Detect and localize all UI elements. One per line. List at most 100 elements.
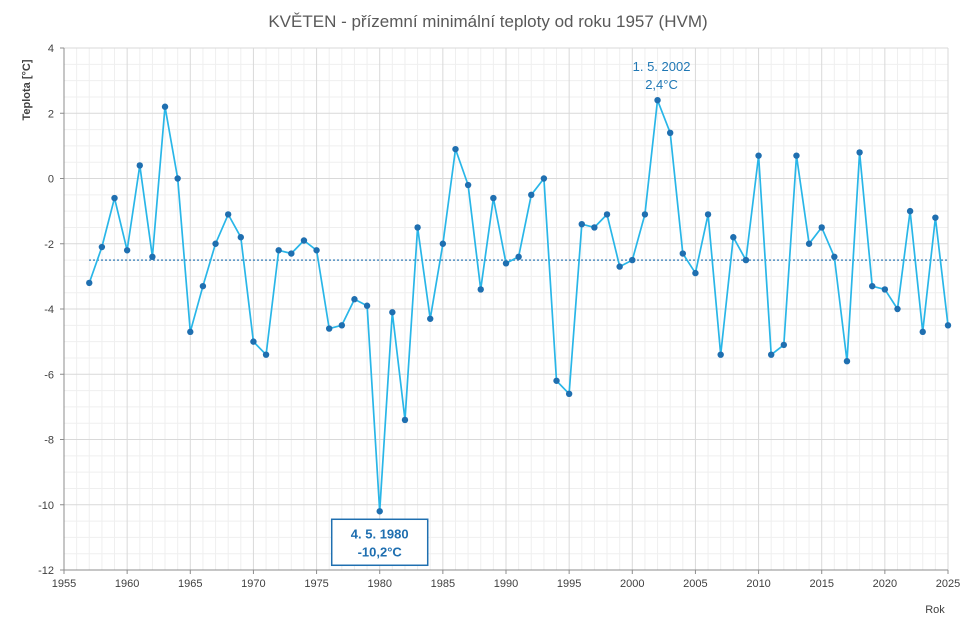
data-point (540, 175, 548, 182)
x-tick-label: 1995 (557, 578, 581, 590)
data-point (717, 351, 724, 358)
data-point (414, 224, 421, 231)
data-point (616, 263, 623, 270)
data-point (212, 240, 219, 247)
data-point (300, 237, 308, 244)
x-tick-label: 2000 (620, 578, 644, 590)
data-point (692, 269, 699, 277)
data-point (932, 214, 939, 221)
data-point (363, 302, 371, 309)
y-tick-label: -12 (38, 565, 54, 577)
data-point (591, 224, 598, 231)
data-point (224, 211, 232, 218)
data-point (237, 234, 244, 241)
x-tick-label: 1960 (115, 578, 139, 590)
data-point (742, 256, 750, 264)
data-point (894, 305, 901, 313)
data-point (262, 351, 270, 358)
y-tick-label: 4 (48, 43, 54, 55)
data-point (944, 322, 952, 329)
x-tick-label: 1985 (431, 578, 455, 590)
x-tick-label: 1980 (367, 578, 391, 590)
data-point (136, 162, 143, 169)
data-point (793, 152, 800, 159)
min-annotation-date: 4. 5. 1980 (351, 526, 409, 541)
data-point (187, 328, 194, 336)
data-point (831, 253, 838, 260)
data-point (427, 315, 434, 322)
data-point (654, 97, 661, 104)
data-point (869, 282, 876, 290)
data-point (86, 279, 93, 287)
data-point (856, 149, 863, 156)
data-point (123, 247, 131, 254)
y-tick-label: -2 (44, 239, 54, 251)
data-point (818, 224, 825, 231)
annotations: 1. 5. 2002 2,4°C 4. 5. 1980 -10,2°C (330, 59, 691, 567)
y-tick-label: -8 (44, 435, 54, 447)
data-point (326, 325, 333, 332)
data-point (439, 240, 447, 247)
min-annotation-value: -10,2°C (358, 544, 403, 559)
data-point (477, 286, 484, 293)
min-annotation-box (330, 518, 429, 567)
x-tick-label: 2015 (809, 578, 833, 590)
data-point (515, 253, 522, 260)
x-axis-label: Rok (925, 604, 945, 616)
y-tick-label: 2 (48, 108, 54, 120)
data-point (881, 286, 889, 293)
x-tick-label: 2025 (936, 578, 960, 590)
data-point (528, 191, 535, 199)
x-tick-label: 1955 (52, 578, 76, 590)
data-point (149, 253, 156, 260)
data-point (843, 358, 851, 365)
x-tick-label: 1965 (178, 578, 202, 590)
data-point (174, 175, 181, 182)
max-annotation-date: 1. 5. 2002 (633, 59, 691, 74)
data-point (780, 341, 788, 349)
x-tick-label: 2005 (683, 578, 707, 590)
y-tick-label: -6 (44, 369, 54, 381)
data-point (679, 250, 686, 257)
data-point (502, 260, 510, 267)
data-point (376, 508, 383, 515)
data-point (98, 243, 106, 251)
y-tick-label: -10 (38, 500, 54, 512)
chart-title: KVĚTEN - přízemní minimální teploty od r… (268, 12, 707, 31)
data-point (199, 282, 207, 290)
data-point (704, 211, 712, 218)
data-point (351, 296, 358, 303)
y-axis-label: Teplota [°C] (21, 59, 33, 120)
data-point (603, 211, 611, 218)
max-annotation-value: 2,4°C (645, 77, 678, 92)
x-tick-label: 2010 (746, 578, 770, 590)
data-point (553, 377, 560, 384)
data-point (578, 220, 585, 228)
x-tick-label: 1990 (494, 578, 518, 590)
data-point (464, 181, 472, 189)
y-tick-label: -4 (44, 304, 54, 316)
x-tick-label: 2020 (873, 578, 897, 590)
data-point (288, 250, 295, 257)
data-point (641, 211, 649, 218)
data-point (805, 240, 813, 247)
data-point (490, 194, 497, 202)
series (86, 97, 952, 515)
data-point (338, 322, 346, 329)
data-point (629, 256, 636, 264)
data-point (389, 309, 396, 316)
data-point (919, 328, 926, 336)
data-point (768, 351, 775, 358)
data-point (906, 207, 914, 215)
data-point (452, 145, 459, 153)
data-point (161, 103, 169, 110)
x-tick-label: 1975 (304, 578, 328, 590)
data-point (565, 390, 573, 398)
data-point (250, 338, 257, 345)
x-tick-label: 1970 (241, 578, 265, 590)
data-point (313, 247, 320, 254)
data-point (755, 152, 762, 159)
data-point (730, 234, 737, 241)
data-point (111, 194, 118, 202)
